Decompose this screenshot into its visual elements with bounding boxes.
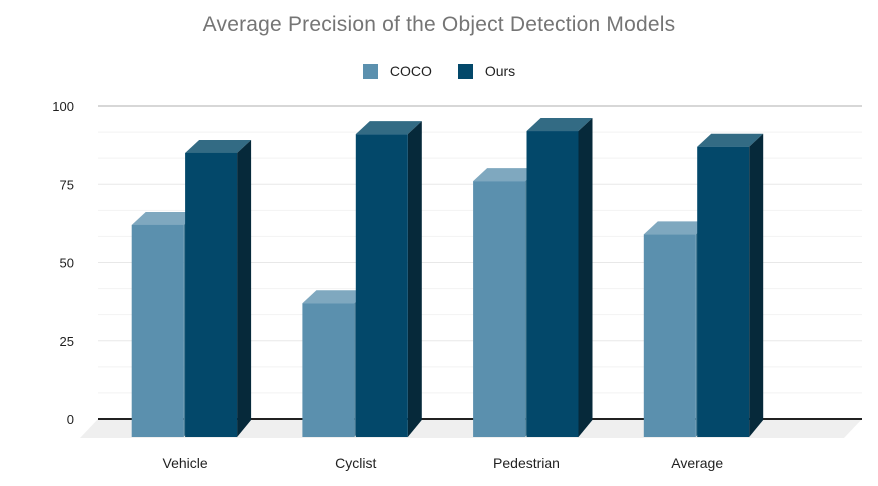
y-tick-label-50: 50 bbox=[60, 256, 74, 271]
y-tick-label-100: 100 bbox=[52, 99, 74, 114]
bar-ours-average-top bbox=[697, 133, 764, 147]
bar-coco-pedestrian-top bbox=[473, 168, 540, 182]
bar-ours-cyclist-top bbox=[355, 121, 422, 135]
category-label-vehicle: Vehicle bbox=[163, 455, 208, 471]
bar-coco-vehicle[interactable] bbox=[131, 224, 184, 437]
bar-coco-average[interactable] bbox=[643, 234, 696, 437]
bar-ours-pedestrian-top bbox=[526, 118, 593, 132]
bar-coco-pedestrian[interactable] bbox=[473, 181, 526, 437]
bar-ours-vehicle-top bbox=[185, 139, 252, 153]
bar-ours-pedestrian-side bbox=[578, 118, 593, 437]
legend-label-coco: COCO bbox=[389, 63, 432, 79]
bar-ours-vehicle-side bbox=[237, 139, 252, 437]
category-label-pedestrian: Pedestrian bbox=[493, 455, 560, 471]
bar-ours-average-side bbox=[749, 133, 764, 437]
y-tick-label-25: 25 bbox=[60, 334, 74, 349]
legend-item-ours[interactable]: Ours bbox=[457, 63, 516, 79]
bar-coco-cyclist[interactable] bbox=[302, 303, 355, 437]
legend: COCO Ours bbox=[0, 63, 878, 79]
legend-item-coco[interactable]: COCO bbox=[362, 63, 432, 79]
bar-ours-average[interactable] bbox=[697, 146, 750, 437]
bar-coco-average-top bbox=[643, 221, 710, 235]
legend-swatch-ours bbox=[457, 63, 473, 79]
chart-title: Average Precision of the Object Detectio… bbox=[202, 13, 676, 36]
bar-coco-vehicle-top bbox=[131, 211, 198, 225]
legend-swatch-coco bbox=[362, 63, 378, 79]
legend-label-ours: Ours bbox=[484, 63, 516, 79]
category-label-average: Average bbox=[671, 455, 723, 471]
y-tick-label-75: 75 bbox=[60, 177, 74, 192]
bar-ours-pedestrian[interactable] bbox=[526, 131, 579, 438]
bar-ours-cyclist-side bbox=[407, 121, 422, 438]
category-label-cyclist: Cyclist bbox=[335, 455, 376, 471]
bar-coco-cyclist-top bbox=[302, 290, 369, 304]
y-tick-label-0: 0 bbox=[67, 412, 74, 427]
bar-ours-cyclist[interactable] bbox=[355, 134, 408, 438]
bar-ours-vehicle[interactable] bbox=[185, 152, 238, 437]
